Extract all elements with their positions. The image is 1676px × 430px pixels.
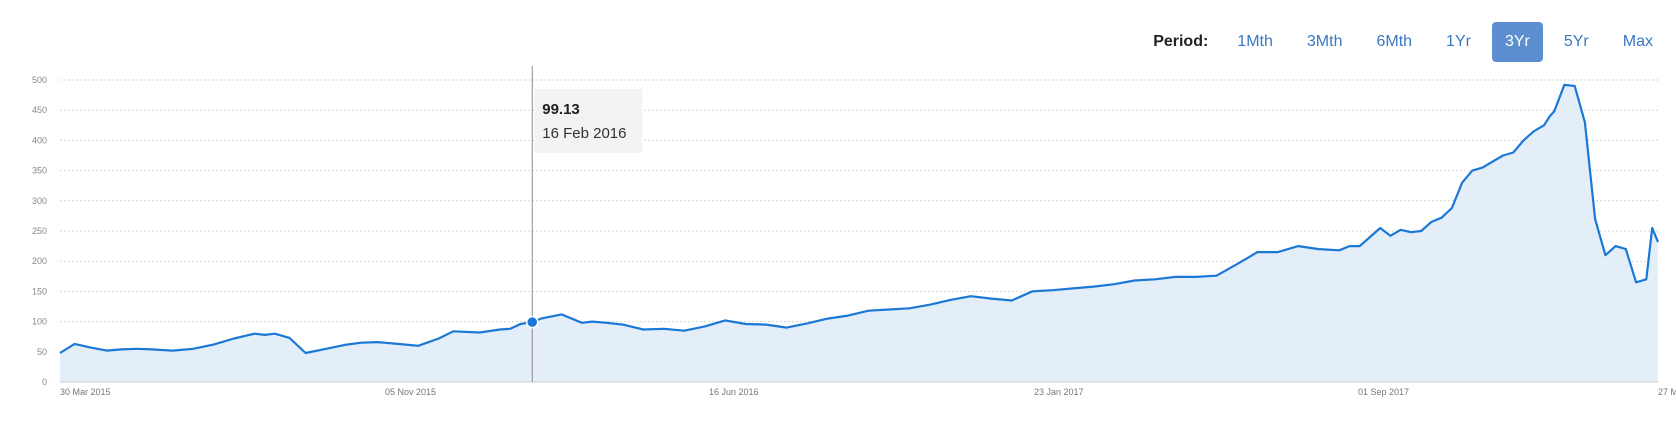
y-tick-label: 150 (32, 286, 47, 296)
tooltip-value: 99.13 (542, 101, 580, 118)
y-tick-label: 400 (32, 135, 47, 145)
y-tick-label: 250 (32, 226, 47, 236)
y-tick-label: 500 (32, 75, 47, 85)
series-line (59, 83, 1660, 355)
x-tick-label: 05 Nov 2015 (385, 387, 436, 397)
period-max-button[interactable]: Max (1622, 33, 1653, 50)
tooltip-date: 16 Feb 2016 (542, 125, 626, 142)
series-area (60, 84, 1658, 383)
period-3yr-button[interactable]: 3Yr (1491, 22, 1543, 62)
y-tick-label: 350 (32, 166, 47, 176)
tooltip-box (534, 89, 643, 153)
period-5yr-button[interactable]: 5Yr (1563, 33, 1589, 50)
x-tick-label: 27 M (1658, 387, 1676, 397)
period-6mth-button[interactable]: 6Mth (1376, 33, 1413, 50)
period-1yr-button[interactable]: 1Yr (1446, 33, 1471, 50)
period-selector: Period: 1Mth 3Mth 6Mth 1Yr 3Yr 5Yr Max (1153, 22, 1666, 62)
y-tick-label: 200 (32, 256, 47, 266)
highlight-point (525, 315, 539, 329)
y-tick-label: 50 (37, 347, 47, 357)
x-tick-label: 16 Jun 2016 (709, 387, 759, 397)
x-tick-label: 23 Jan 2017 (1034, 387, 1084, 397)
x-tick-label: 01 Sep 2017 (1358, 387, 1409, 397)
period-label: Period: (1153, 33, 1209, 50)
y-tick-label: 0 (42, 377, 47, 387)
y-tick-label: 100 (32, 317, 47, 327)
x-tick-label: 30 Mar 2015 (60, 387, 111, 397)
period-3mth-button[interactable]: 3Mth (1306, 33, 1343, 50)
period-1mth-button[interactable]: 1Mth (1237, 33, 1273, 50)
y-tick-label: 300 (32, 196, 47, 206)
y-tick-label: 450 (32, 105, 47, 115)
